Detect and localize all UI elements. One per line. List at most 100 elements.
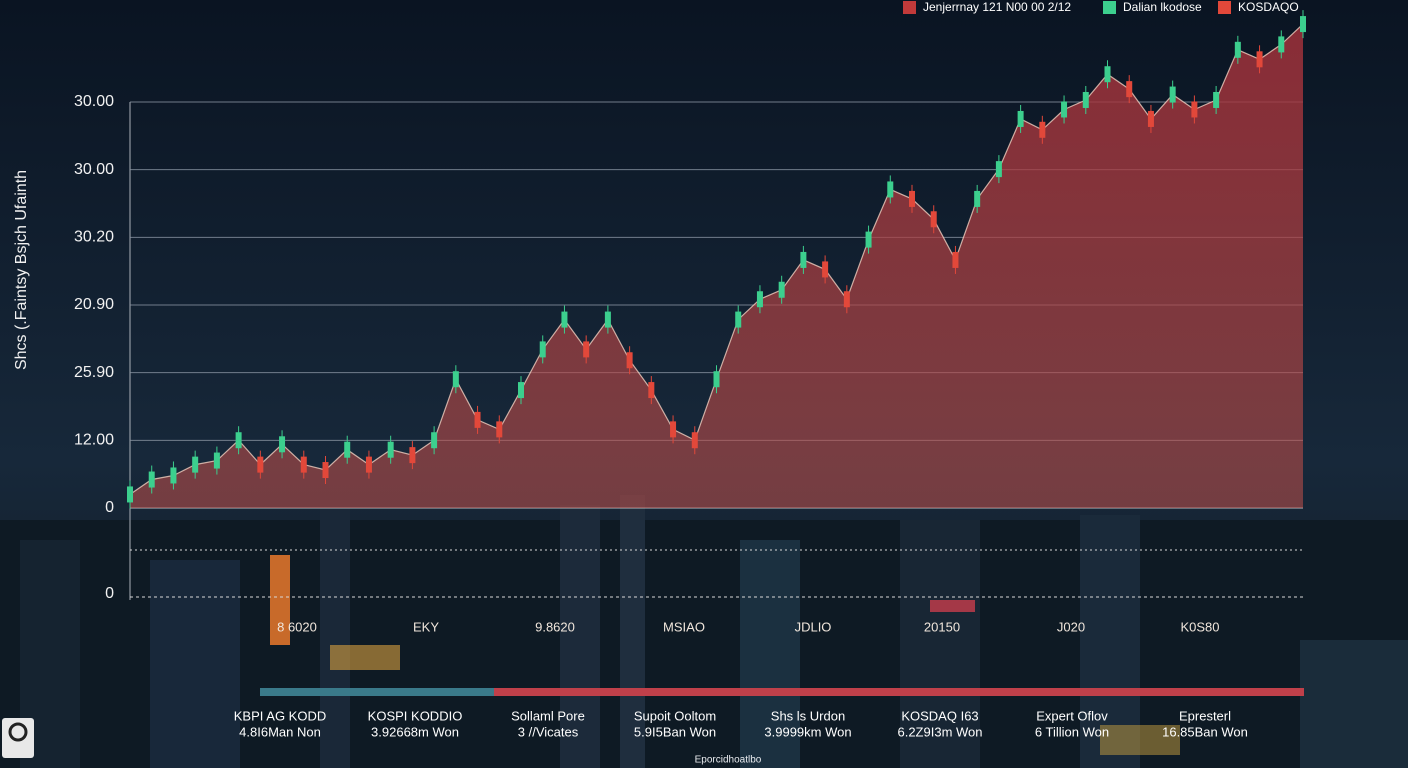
candle-body [604, 311, 611, 328]
y-tick-label: 25.90 [74, 364, 114, 381]
stat-label: Shs ls Urdon [771, 708, 845, 723]
candle-body [344, 441, 351, 458]
candle-body [756, 291, 763, 308]
candle-body [1169, 86, 1176, 103]
legend-swatch [903, 1, 916, 14]
y-tick-label: 30.00 [74, 161, 114, 178]
x-tick-label: 20150 [924, 619, 960, 634]
candle-body [691, 432, 698, 449]
candle-body [365, 456, 372, 473]
stat-label: Supoit Ooltom [634, 708, 716, 723]
candle-body [1256, 51, 1263, 68]
candle-body [713, 371, 720, 388]
legend-swatch [1103, 1, 1116, 14]
candle-body [995, 161, 1002, 178]
candle-body [192, 456, 199, 473]
candle-body [626, 352, 633, 369]
candle-body [648, 382, 655, 399]
candle-body [909, 190, 915, 207]
candle-body [1191, 101, 1198, 118]
y-tick-label: 30.00 [74, 93, 114, 110]
candle-body [539, 341, 546, 358]
candle-body [431, 432, 438, 449]
candle-body [127, 486, 133, 503]
x-tick-label: 8 6020 [277, 619, 317, 634]
stat-value: 3.9999km Won [764, 724, 851, 739]
y-tick-label: 30.20 [74, 229, 114, 246]
candle-body [800, 251, 807, 268]
candle-body [170, 467, 177, 484]
stat-label: Epresterl [1179, 708, 1231, 723]
candle-body [822, 261, 829, 278]
city-skyline [0, 495, 1408, 768]
stat-label: Expert Oflov [1036, 708, 1108, 723]
stat-value: 16.85Ban Won [1162, 724, 1248, 739]
stat-value: 3.92668m Won [371, 724, 459, 739]
stat-label: KOSDAQ I63 [901, 708, 978, 723]
candle-body [1300, 16, 1306, 33]
candle-body [778, 281, 785, 298]
candle-body [1213, 91, 1220, 108]
legend-swatch [1218, 1, 1231, 14]
candle-body [213, 452, 220, 469]
candle-body [1126, 81, 1133, 98]
candle-body [148, 471, 155, 488]
candle-body [1278, 36, 1285, 53]
candle-body [300, 456, 307, 473]
candle-body [387, 441, 394, 458]
y-tick-label: 0 [105, 499, 114, 516]
logo-mark [8, 722, 28, 742]
candle-body [865, 231, 872, 248]
stat-value: 5.9I5Ban Won [634, 724, 716, 739]
y-tick-label: 12.00 [74, 432, 114, 449]
footer: Eporcidhoatlbo [695, 755, 762, 766]
stat-label: KBPI AG KODD [234, 708, 326, 723]
x-tick-label: J020 [1057, 619, 1085, 634]
candle-body [1017, 110, 1024, 127]
candle-body [1039, 121, 1046, 138]
candle-body [409, 447, 416, 464]
stat-value: 6.2Z9I3m Won [897, 724, 982, 739]
stat-value: 4.8I6Man Non [239, 724, 321, 739]
lower-tick-label: 0 [105, 585, 114, 602]
candle-body [1234, 41, 1241, 58]
x-tick-label: EKY [413, 619, 439, 634]
stat-label: KOSPI KODDIO [368, 708, 463, 723]
legend-label: Jenjerrnay 121 N00 00 2/12 [923, 0, 1071, 14]
candle-body [1104, 66, 1111, 83]
x-tick-label: JDLIO [795, 619, 832, 634]
candle-body [1082, 91, 1089, 108]
legend-label: KOSDAQO [1238, 0, 1299, 14]
progress-teal [260, 688, 494, 696]
candle-body [952, 251, 959, 268]
candle-body [843, 291, 850, 308]
legend-label: Dalian lkodose [1123, 0, 1202, 14]
y-axis-title: Shcs (.Faintsy Bsjch Ufainth [13, 170, 30, 370]
candle-body [930, 211, 937, 228]
candle-body [670, 421, 677, 438]
candle-body [887, 181, 894, 198]
candle-body [257, 456, 264, 473]
candle-body [496, 421, 503, 438]
candle-body [322, 462, 329, 479]
x-tick-label: 9.8620 [535, 619, 575, 634]
candle-body [1061, 101, 1068, 118]
candle-body [561, 311, 568, 328]
y-tick-label: 20.90 [74, 296, 114, 313]
candle-body [1147, 110, 1154, 127]
progress-red [494, 688, 1304, 696]
stat-value: 3 //Vicates [518, 724, 579, 739]
candle-body [974, 190, 981, 207]
candle-body [279, 436, 286, 453]
candle-body [735, 311, 742, 328]
candle-body [235, 432, 242, 449]
x-tick-label: MSIAO [663, 619, 705, 634]
stat-label: Sollaml Pore [511, 708, 585, 723]
candle-body [518, 382, 524, 399]
x-tick-label: K0S80 [1180, 619, 1219, 634]
candle-body [474, 411, 481, 428]
candle-body [583, 341, 590, 358]
candle-body [452, 371, 459, 388]
